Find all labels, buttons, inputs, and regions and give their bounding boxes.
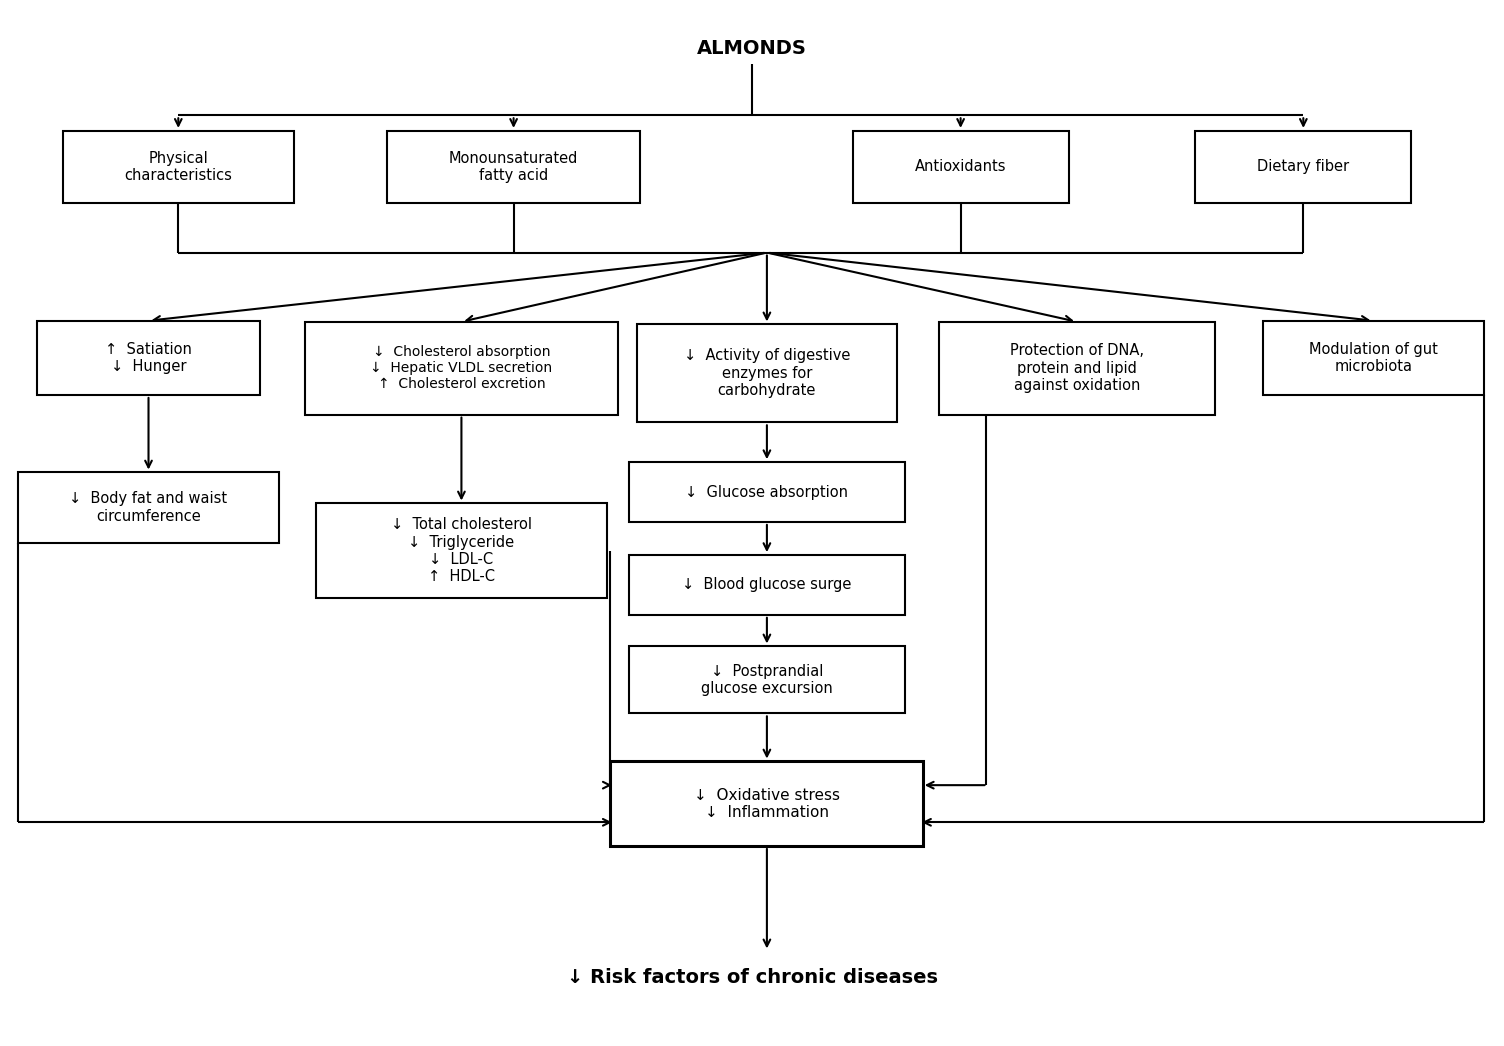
- Text: ↓  Blood glucose surge: ↓ Blood glucose surge: [683, 577, 851, 592]
- Text: Monounsaturated
fatty acid: Monounsaturated fatty acid: [448, 151, 578, 183]
- Text: ↓  Cholesterol absorption
↓  Hepatic VLDL secretion
↑  Cholesterol excretion: ↓ Cholesterol absorption ↓ Hepatic VLDL …: [370, 345, 552, 391]
- Text: ↓  Activity of digestive
enzymes for
carbohydrate: ↓ Activity of digestive enzymes for carb…: [684, 348, 850, 399]
- FancyBboxPatch shape: [63, 131, 293, 203]
- FancyBboxPatch shape: [629, 555, 905, 615]
- FancyBboxPatch shape: [629, 646, 905, 713]
- Text: ↓  Glucose absorption: ↓ Glucose absorption: [686, 484, 848, 500]
- Text: ↓  Total cholesterol
↓  Triglyceride
↓  LDL-C
↑  HDL-C: ↓ Total cholesterol ↓ Triglyceride ↓ LDL…: [391, 518, 532, 585]
- Text: Dietary fiber: Dietary fiber: [1257, 159, 1349, 175]
- Text: Modulation of gut
microbiota: Modulation of gut microbiota: [1308, 342, 1438, 374]
- Text: Protection of DNA,
protein and lipid
against oxidation: Protection of DNA, protein and lipid aga…: [1009, 343, 1145, 393]
- FancyBboxPatch shape: [18, 473, 278, 543]
- Text: Physical
characteristics: Physical characteristics: [125, 151, 232, 183]
- FancyBboxPatch shape: [36, 321, 260, 395]
- FancyBboxPatch shape: [938, 322, 1215, 414]
- FancyBboxPatch shape: [1263, 321, 1483, 395]
- Text: ↓  Postprandial
glucose excursion: ↓ Postprandial glucose excursion: [701, 663, 833, 696]
- Text: ↓ Risk factors of chronic diseases: ↓ Risk factors of chronic diseases: [567, 968, 937, 986]
- FancyBboxPatch shape: [387, 131, 641, 203]
- FancyBboxPatch shape: [629, 462, 905, 522]
- Text: Antioxidants: Antioxidants: [914, 159, 1006, 175]
- Text: ↓  Body fat and waist
circumference: ↓ Body fat and waist circumference: [69, 492, 227, 524]
- FancyBboxPatch shape: [636, 324, 898, 423]
- FancyBboxPatch shape: [305, 322, 618, 414]
- FancyBboxPatch shape: [611, 761, 923, 846]
- Text: ALMONDS: ALMONDS: [696, 39, 808, 58]
- FancyBboxPatch shape: [853, 131, 1069, 203]
- FancyBboxPatch shape: [316, 503, 606, 598]
- Text: ↑  Satiation
↓  Hunger: ↑ Satiation ↓ Hunger: [105, 342, 193, 374]
- Text: ↓  Oxidative stress
↓  Inflammation: ↓ Oxidative stress ↓ Inflammation: [693, 788, 839, 820]
- FancyBboxPatch shape: [1196, 131, 1411, 203]
